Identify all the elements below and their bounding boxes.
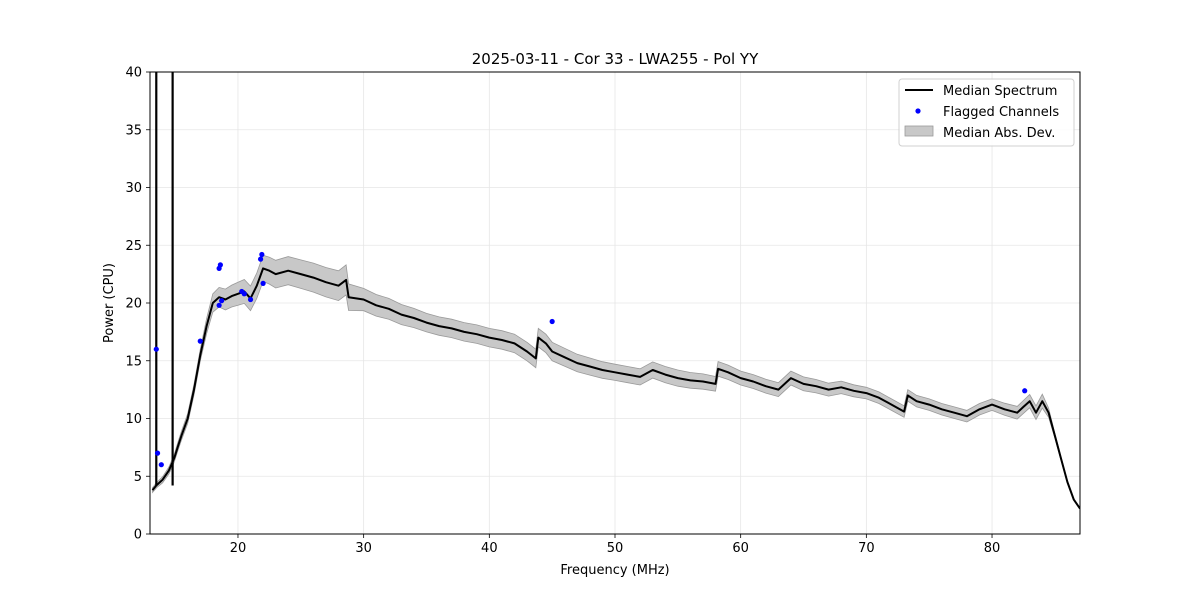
- legend-label-mad: Median Abs. Dev.: [943, 126, 1055, 141]
- flagged-channel-point: [197, 338, 203, 344]
- flagged-channel-point: [241, 291, 247, 297]
- y-tick-label: 15: [125, 354, 142, 369]
- legend: Median Spectrum Flagged Channels Median …: [898, 78, 1075, 147]
- flagged-channel-point: [549, 318, 555, 325]
- x-tick-label: 20: [230, 541, 247, 556]
- flagged-channel-point: [154, 450, 161, 456]
- flagged-channel-point: [219, 298, 225, 304]
- legend-band-swatch: [904, 125, 934, 137]
- plot-area: 20 30 40 50 60 70 80 0 5 10 15 20 25 30 35 40: [125, 66, 1081, 556]
- y-tick-label: 5: [134, 470, 142, 485]
- flagged-channel-point: [1022, 388, 1028, 394]
- flagged-channel-point: [259, 251, 265, 258]
- y-tick-label: 10: [125, 412, 142, 427]
- legend-label-median: Median Spectrum: [943, 84, 1057, 99]
- y-tick-label: 30: [125, 181, 142, 196]
- y-tick-label: 35: [125, 123, 142, 138]
- flagged-channel-point: [260, 280, 266, 286]
- x-tick-label: 70: [858, 541, 875, 556]
- chart-title: 2025-03-11 - Cor 33 - LWA255 - Pol YY: [472, 50, 759, 68]
- flagged-channel-point: [247, 296, 254, 303]
- y-tick-label: 20: [125, 297, 142, 312]
- legend-label-flagged: Flagged Channels: [943, 105, 1059, 120]
- flagged-channel-point: [153, 346, 159, 352]
- x-tick-label: 50: [607, 541, 624, 556]
- x-tick-label: 80: [984, 541, 1001, 556]
- y-tick-label: 25: [125, 239, 142, 254]
- x-axis-label: Frequency (MHz): [560, 563, 669, 578]
- flagged-channel-point: [216, 302, 222, 308]
- flagged-channel-point: [217, 262, 223, 268]
- y-tick-label: 40: [125, 66, 142, 81]
- legend-box: [898, 78, 1075, 147]
- y-tick-label: 0: [134, 528, 142, 543]
- legend-dot-swatch: [915, 108, 921, 114]
- flagged-channel-point: [257, 256, 264, 262]
- x-tick-label: 30: [355, 541, 372, 556]
- flagged-channel-point: [158, 462, 164, 468]
- y-axis-label: Power (CPU): [102, 263, 117, 343]
- x-tick-label: 40: [481, 541, 498, 556]
- x-tick-label: 60: [732, 541, 749, 556]
